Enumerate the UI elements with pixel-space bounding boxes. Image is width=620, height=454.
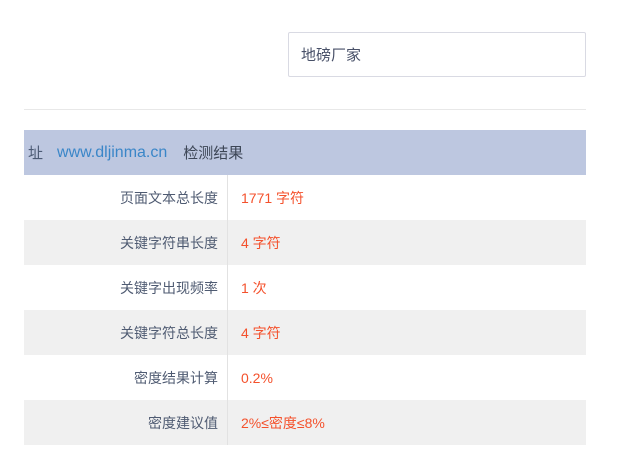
row-label: 密度建议值 [24, 400, 228, 445]
row-value: 4 字符 [241, 234, 281, 251]
row-label: 关键字符总长度 [24, 310, 228, 355]
row-label: 关键字出现频率 [24, 265, 228, 310]
row-label: 密度结果计算 [24, 355, 228, 400]
result-header-title: 检测结果 [183, 145, 244, 162]
section-divider [24, 109, 586, 110]
table-row: 关键字出现频率 1 次 [24, 265, 586, 310]
table-row: 关键字符总长度 4 字符 [24, 310, 586, 355]
row-label: 页面文本总长度 [24, 175, 228, 220]
keyword-input[interactable] [288, 32, 586, 77]
table-row: 关键字符串长度 4 字符 [24, 220, 586, 265]
row-value: 1 次 [241, 279, 267, 296]
table-row: 密度建议值 2%≤密度≤8% [24, 400, 586, 445]
row-value: 0.2% [241, 369, 273, 386]
table-row: 页面文本总长度 1771 字符 [24, 175, 586, 220]
url-label: 址 [28, 145, 44, 162]
table-row: 密度结果计算 0.2% [24, 355, 586, 400]
row-value: 4 字符 [241, 324, 281, 341]
result-table-header: 址 www.dljinma.cn 检测结果 [24, 130, 586, 175]
row-label: 关键字符串长度 [24, 220, 228, 265]
result-url-link[interactable]: www.dljinma.cn [57, 143, 168, 161]
row-value: 2%≤密度≤8% [241, 414, 325, 431]
row-value: 1771 字符 [241, 189, 305, 206]
result-table: 址 www.dljinma.cn 检测结果 页面文本总长度 1771 字符 关键… [24, 130, 586, 445]
